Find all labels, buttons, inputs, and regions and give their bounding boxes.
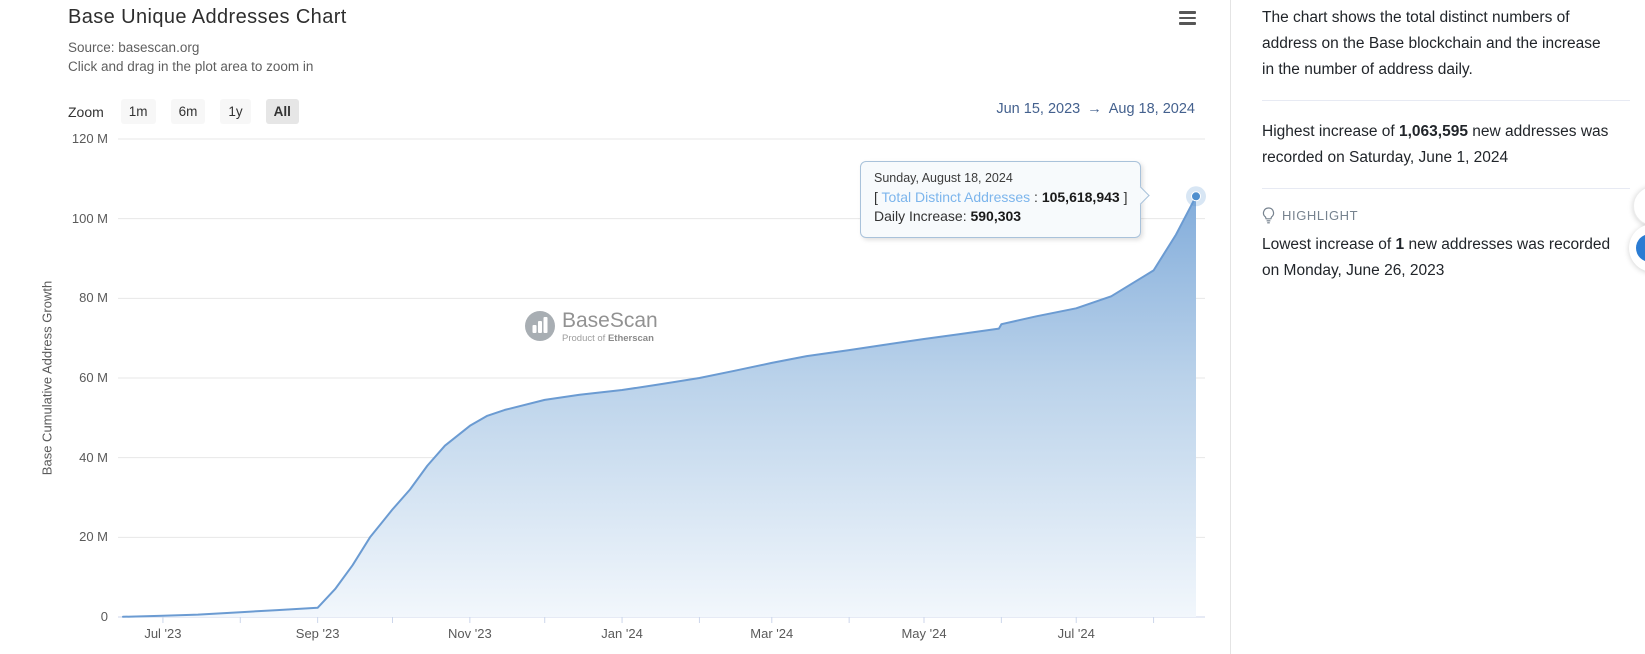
area-chart-plot[interactable] [0, 0, 1230, 652]
chart-title: Base Unique Addresses Chart [68, 6, 347, 28]
tooltip-daily-line: Daily Increase: 590,303 [874, 208, 1127, 224]
watermark-name: BaseScan [562, 309, 658, 332]
zoom-button-1y[interactable]: 1y [220, 99, 251, 124]
y-axis-tick-label: 60 M [79, 370, 108, 385]
zoom-button-all[interactable]: All [265, 99, 299, 124]
lowest-value: 1 [1395, 236, 1405, 253]
tooltip-total-value: 105,618,943 [1041, 189, 1120, 205]
lowest-prefix: Lowest increase of [1262, 236, 1396, 253]
chart-description: The chart shows the total distinct numbe… [1262, 9, 1601, 78]
zoom-label: Zoom [68, 103, 104, 120]
divider [1262, 188, 1630, 189]
x-axis-tick-label: Nov '23 [448, 626, 492, 641]
basescan-logo-icon [525, 311, 555, 341]
range-arrow-icon: → [1087, 101, 1102, 117]
last-data-point-marker[interactable] [1191, 191, 1201, 202]
date-range: Jun 15, 2023 → Aug 18, 2024 [955, 101, 1195, 117]
floating-button-chat[interactable] [1629, 224, 1645, 272]
highlight-label: HIGHLIGHT [1282, 208, 1359, 223]
tooltip-separator: : [1030, 189, 1042, 205]
lowest-increase-text: Lowest increase of 1 new addresses was r… [1262, 232, 1614, 284]
burger-bar [1179, 22, 1196, 25]
watermark: BaseScan Product of Etherscan [524, 309, 658, 344]
watermark-sub-bold: Etherscan [607, 333, 654, 345]
tooltip-total-line: [ Total Distinct Addresses : 105,618,943… [874, 189, 1127, 205]
y-axis-tick-label: 40 M [79, 449, 108, 465]
tooltip-daily-label: Daily Increase: [874, 208, 971, 224]
y-axis-tick-label: 20 M [79, 529, 108, 545]
divider [1262, 100, 1630, 101]
chart-zoom-hint: Click and drag in the plot area to zoom … [68, 59, 314, 74]
watermark-text: BaseScan Product of Etherscan [562, 309, 658, 344]
tooltip-series-label: Total Distinct Addresses [881, 189, 1031, 205]
highest-prefix: Highest increase of [1262, 123, 1399, 140]
highest-suffix: new addresses was recorded on Saturday, … [1262, 123, 1609, 166]
y-axis-tick-label: 80 M [79, 290, 108, 306]
info-sidebar: The chart shows the total distinct numbe… [1230, 0, 1645, 654]
highlight-row: HIGHLIGHT [1262, 207, 1645, 224]
zoom-button-6m[interactable]: 6m [170, 99, 206, 124]
x-axis-tick-label: Jul '23 [144, 626, 182, 641]
watermark-sub-prefix: Product of [562, 333, 608, 345]
lowest-suffix: new addresses was recorded on Monday, Ju… [1262, 236, 1611, 279]
tooltip-daily-value: 590,303 [970, 208, 1022, 224]
tooltip-date: Sunday, August 18, 2024 [874, 171, 1013, 185]
x-axis-tick-label: Jan '24 [601, 626, 643, 641]
floating-button-chat-icon [1636, 234, 1645, 262]
x-axis-tick-label: Jul '24 [1057, 626, 1095, 641]
highest-increase-text: Highest increase of 1,063,595 new addres… [1262, 119, 1614, 171]
chart-panel: Base Unique Addresses Chart Source: base… [0, 0, 1230, 652]
y-axis-tick-label: 0 [100, 609, 108, 624]
y-axis-tick-label: 100 M [71, 210, 108, 226]
area-fill [123, 196, 1196, 618]
tooltip-bracket-close: ] [1119, 189, 1128, 205]
burger-bar [1179, 16, 1196, 19]
highest-value: 1,063,595 [1399, 123, 1468, 140]
tooltip-bracket-open: [ [874, 189, 882, 205]
range-to[interactable]: Aug 18, 2024 [1108, 101, 1195, 117]
zoom-controls: Zoom 1m 6m 1y All [68, 99, 299, 124]
chart-context-menu-icon[interactable] [1179, 11, 1196, 28]
y-axis-tick-label: 120 M [71, 131, 108, 146]
series-line [122, 195, 1197, 618]
watermark-subtitle: Product of Etherscan [562, 333, 658, 344]
x-axis-tick-label: Mar '24 [750, 626, 794, 641]
chart-tooltip: Sunday, August 18, 2024 [ Total Distinct… [860, 161, 1151, 238]
lightbulb-icon [1262, 207, 1275, 224]
x-axis-tick-label: Sep '23 [295, 626, 340, 641]
burger-bar [1179, 11, 1196, 14]
range-from[interactable]: Jun 15, 2023 [996, 101, 1081, 117]
chart-source: Source: basescan.org [68, 40, 200, 55]
x-axis-tick-label: May '24 [901, 626, 947, 641]
zoom-button-1m[interactable]: 1m [120, 99, 156, 124]
